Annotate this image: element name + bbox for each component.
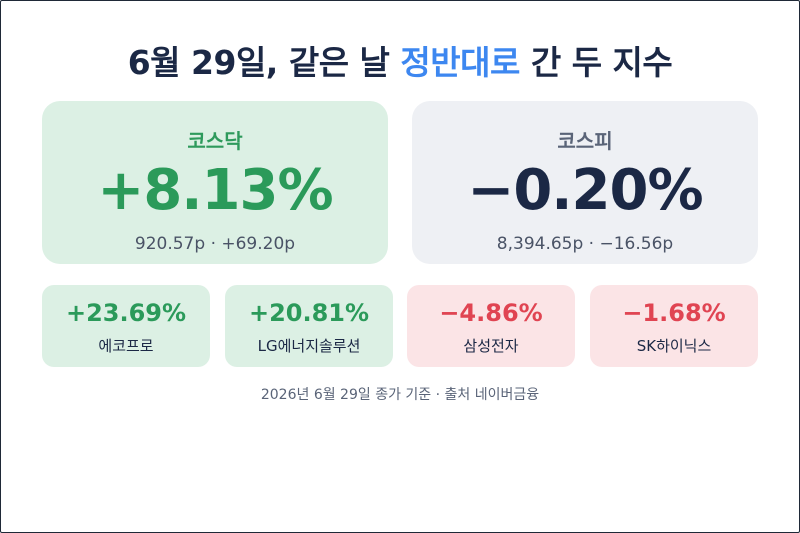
kospi-card: 코스피 −0.20% 8,394.65p · −16.56p xyxy=(412,101,758,264)
title-suffix: 간 두 지수 xyxy=(519,43,673,82)
kospi-detail: 8,394.65p · −16.56p xyxy=(496,234,674,254)
stock-change-pct: +20.81% xyxy=(248,299,370,327)
kospi-change-pct: −0.20% xyxy=(467,158,703,223)
kosdaq-detail: 920.57p · +69.20p xyxy=(134,234,296,254)
kosdaq-change-pct: +8.13% xyxy=(97,158,333,223)
stock-card-sk-hynix: −1.68% SK하이닉스 xyxy=(590,285,758,367)
kosdaq-label: 코스닥 xyxy=(187,129,243,153)
stock-card-samsung: −4.86% 삼성전자 xyxy=(407,285,575,367)
kosdaq-card: 코스닥 +8.13% 920.57p · +69.20p xyxy=(42,101,388,264)
page-title: 6월 29일, 같은 날 정반대로 간 두 지수 xyxy=(0,36,800,84)
stock-name: 삼성전자 xyxy=(463,337,519,355)
stock-card-ecopro: +23.69% 에코프로 xyxy=(42,285,210,367)
stock-change-pct: −1.68% xyxy=(622,299,726,327)
kospi-label: 코스피 xyxy=(557,129,613,153)
title-highlight: 정반대로 xyxy=(400,43,520,82)
source-footnote: 2026년 6월 29일 종가 기준 · 출처 네이버금융 xyxy=(260,387,540,403)
stock-name: SK하이닉스 xyxy=(636,337,712,355)
stock-name: 에코프로 xyxy=(98,337,154,355)
stock-change-pct: +23.69% xyxy=(65,299,187,327)
title-prefix: 6월 29일, 같은 날 xyxy=(127,43,401,82)
stock-change-pct: −4.86% xyxy=(439,299,543,327)
stock-card-lg-energy: +20.81% LG에너지솔루션 xyxy=(225,285,393,367)
stock-name: LG에너지솔루션 xyxy=(257,337,361,355)
